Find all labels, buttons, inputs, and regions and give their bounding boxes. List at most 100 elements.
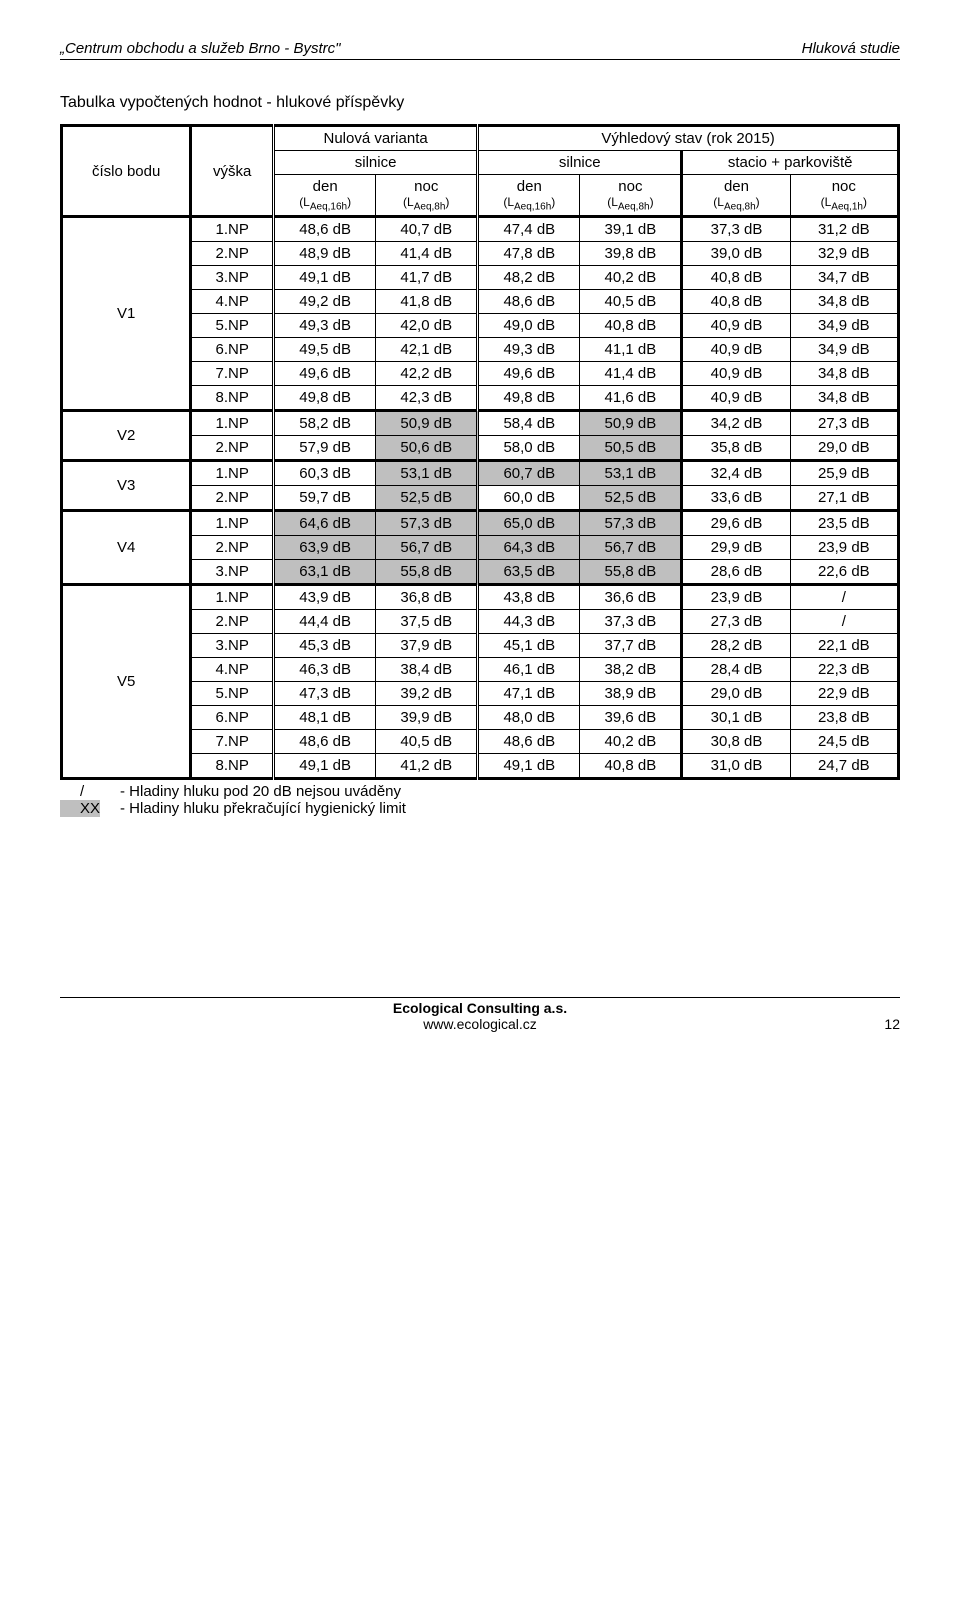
data-cell: 24,7 dB: [790, 754, 898, 779]
table-row: V51.NP43,9 dB36,8 dB43,8 dB36,6 dB23,9 d…: [62, 585, 899, 610]
data-cell: 22,1 dB: [790, 634, 898, 658]
data-cell: 40,8 dB: [682, 290, 790, 314]
data-cell: 40,9 dB: [682, 386, 790, 411]
data-cell: 22,3 dB: [790, 658, 898, 682]
data-cell: 7.NP: [191, 362, 274, 386]
data-cell: 50,9 dB: [376, 411, 478, 436]
data-cell: 3.NP: [191, 560, 274, 585]
data-cell: 42,0 dB: [376, 314, 478, 338]
data-cell: 23,9 dB: [682, 585, 790, 610]
data-cell: 50,9 dB: [580, 411, 682, 436]
data-cell: 37,3 dB: [682, 217, 790, 242]
data-cell: 49,6 dB: [478, 362, 580, 386]
data-cell: 3.NP: [191, 634, 274, 658]
data-cell: 48,1 dB: [274, 706, 376, 730]
data-cell: 56,7 dB: [580, 536, 682, 560]
data-cell: 57,9 dB: [274, 436, 376, 461]
data-cell: 41,7 dB: [376, 266, 478, 290]
data-cell: 39,6 dB: [580, 706, 682, 730]
data-cell: 60,0 dB: [478, 486, 580, 511]
data-cell: 37,9 dB: [376, 634, 478, 658]
col-silnice1: silnice: [274, 151, 478, 175]
data-cell: 31,2 dB: [790, 217, 898, 242]
data-cell: 65,0 dB: [478, 511, 580, 536]
data-cell: 47,3 dB: [274, 682, 376, 706]
data-cell: 2.NP: [191, 610, 274, 634]
data-cell: 5.NP: [191, 682, 274, 706]
data-cell: 34,7 dB: [790, 266, 898, 290]
data-cell: 36,6 dB: [580, 585, 682, 610]
data-cell: 48,6 dB: [274, 730, 376, 754]
footer-company: Ecological Consulting a.s.: [100, 1000, 860, 1016]
data-cell: 57,3 dB: [580, 511, 682, 536]
data-cell: 40,9 dB: [682, 338, 790, 362]
data-cell: 34,2 dB: [682, 411, 790, 436]
data-cell: 8.NP: [191, 386, 274, 411]
data-cell: 40,5 dB: [376, 730, 478, 754]
data-cell: 49,8 dB: [478, 386, 580, 411]
data-cell: 2.NP: [191, 536, 274, 560]
group-cell: V2: [62, 411, 191, 461]
data-cell: 48,2 dB: [478, 266, 580, 290]
data-cell: 49,3 dB: [478, 338, 580, 362]
table-body: V11.NP48,6 dB40,7 dB47,4 dB39,1 dB37,3 d…: [62, 217, 899, 779]
legend-text1: - Hladiny hluku pod 20 dB nejsou uváděny: [120, 783, 401, 800]
data-cell: 44,4 dB: [274, 610, 376, 634]
data-cell: 56,7 dB: [376, 536, 478, 560]
footer-pagenum: 12: [860, 1016, 900, 1032]
data-cell: 63,9 dB: [274, 536, 376, 560]
data-cell: 34,8 dB: [790, 290, 898, 314]
data-cell: 28,4 dB: [682, 658, 790, 682]
data-cell: 1.NP: [191, 411, 274, 436]
group-cell: V1: [62, 217, 191, 411]
label-den: den: [689, 178, 783, 195]
data-cell: 64,3 dB: [478, 536, 580, 560]
data-cell: 40,5 dB: [580, 290, 682, 314]
data-cell: 48,6 dB: [478, 290, 580, 314]
data-cell: 23,8 dB: [790, 706, 898, 730]
data-cell: 48,6 dB: [274, 217, 376, 242]
data-cell: 40,8 dB: [580, 754, 682, 779]
data-cell: 52,5 dB: [376, 486, 478, 511]
data-cell: 58,0 dB: [478, 436, 580, 461]
data-cell: 2.NP: [191, 486, 274, 511]
unit-8h: (LAeq,8h): [382, 195, 470, 212]
data-cell: 41,4 dB: [580, 362, 682, 386]
data-cell: 43,9 dB: [274, 585, 376, 610]
data-cell: 3.NP: [191, 266, 274, 290]
data-cell: 55,8 dB: [376, 560, 478, 585]
col-den1: den (LAeq,16h): [274, 175, 376, 217]
data-cell: 22,6 dB: [790, 560, 898, 585]
label-den: den: [485, 178, 573, 195]
data-cell: 29,0 dB: [682, 682, 790, 706]
col-den3: den (LAeq,8h): [682, 175, 790, 217]
data-cell: 40,2 dB: [580, 730, 682, 754]
data-cell: 40,9 dB: [682, 362, 790, 386]
unit-8h: (LAeq,8h): [689, 195, 783, 212]
data-cell: 48,0 dB: [478, 706, 580, 730]
data-cell: 2.NP: [191, 436, 274, 461]
data-cell: 2.NP: [191, 242, 274, 266]
data-cell: 42,1 dB: [376, 338, 478, 362]
data-cell: 7.NP: [191, 730, 274, 754]
table-head: číslo bodu výška Nulová varianta Výhledo…: [62, 126, 899, 217]
data-cell: /: [790, 585, 898, 610]
data-cell: 39,2 dB: [376, 682, 478, 706]
legend-text2: - Hladiny hluku překračující hygienický …: [120, 800, 406, 817]
label-den: den: [281, 178, 369, 195]
data-cell: 5.NP: [191, 314, 274, 338]
data-cell: 40,7 dB: [376, 217, 478, 242]
data-cell: 49,1 dB: [274, 266, 376, 290]
data-cell: 25,9 dB: [790, 461, 898, 486]
data-cell: 55,8 dB: [580, 560, 682, 585]
data-cell: 42,2 dB: [376, 362, 478, 386]
col-cislo: číslo bodu: [62, 126, 191, 217]
data-cell: 23,9 dB: [790, 536, 898, 560]
data-cell: 47,8 dB: [478, 242, 580, 266]
data-cell: 53,1 dB: [580, 461, 682, 486]
page-header: „Centrum obchodu a služeb Brno - Bystrc"…: [60, 40, 900, 60]
data-cell: 34,9 dB: [790, 338, 898, 362]
col-stacio: stacio + parkoviště: [682, 151, 899, 175]
data-cell: 41,8 dB: [376, 290, 478, 314]
data-cell: 8.NP: [191, 754, 274, 779]
